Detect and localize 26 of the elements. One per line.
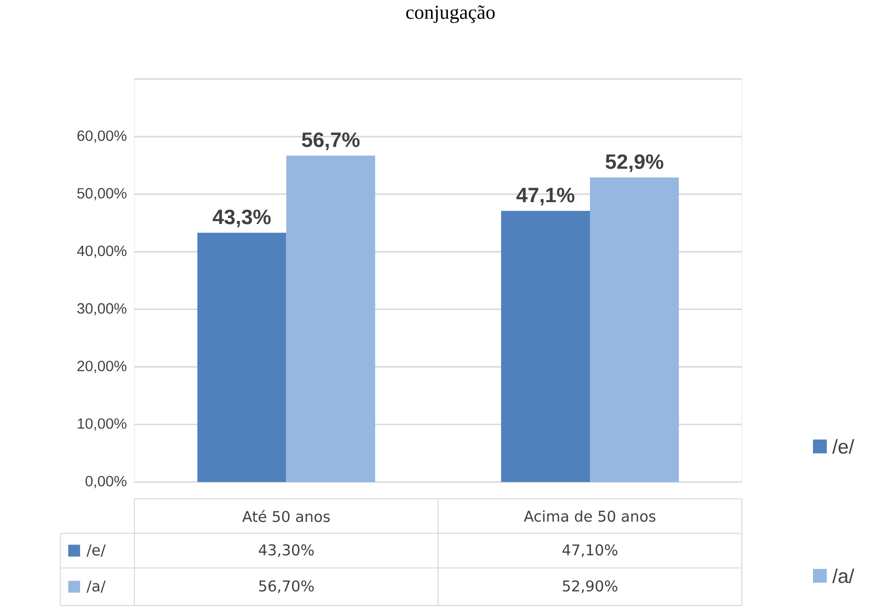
legend-label: /a/ bbox=[832, 568, 854, 583]
text: 43,30% bbox=[258, 544, 314, 557]
data-label: 47,1% bbox=[516, 188, 574, 206]
y-tick-label: 40,00% bbox=[77, 245, 126, 258]
text: /e/ bbox=[832, 439, 854, 454]
bar bbox=[197, 232, 286, 482]
text: 56,70% bbox=[259, 580, 314, 593]
data-label: 56,7% bbox=[302, 132, 360, 150]
y-tick-label: 10,00% bbox=[78, 418, 126, 430]
text: /a/ bbox=[86, 580, 106, 593]
bar bbox=[286, 155, 376, 482]
y-tick-label: 0,00% bbox=[86, 476, 126, 488]
text: 47,10% bbox=[562, 544, 618, 557]
y-tick-label: 50,00% bbox=[77, 188, 126, 200]
data-label: 43,3% bbox=[212, 209, 271, 228]
legend-label: /e/ bbox=[86, 544, 106, 557]
text: 52,90% bbox=[562, 580, 618, 593]
data-label: 52,9% bbox=[606, 154, 664, 172]
y-tick-label: 30,00% bbox=[77, 303, 126, 316]
y-tick-label: 60,00% bbox=[77, 130, 126, 143]
chart-title: conjugação bbox=[406, 5, 495, 23]
bar bbox=[590, 177, 679, 482]
y-tick-label: 20,00% bbox=[77, 360, 126, 373]
x-tick-label: Acima de 50 anos bbox=[524, 510, 656, 522]
bar bbox=[501, 210, 590, 482]
x-tick-label: Até 50 anos bbox=[242, 510, 330, 522]
